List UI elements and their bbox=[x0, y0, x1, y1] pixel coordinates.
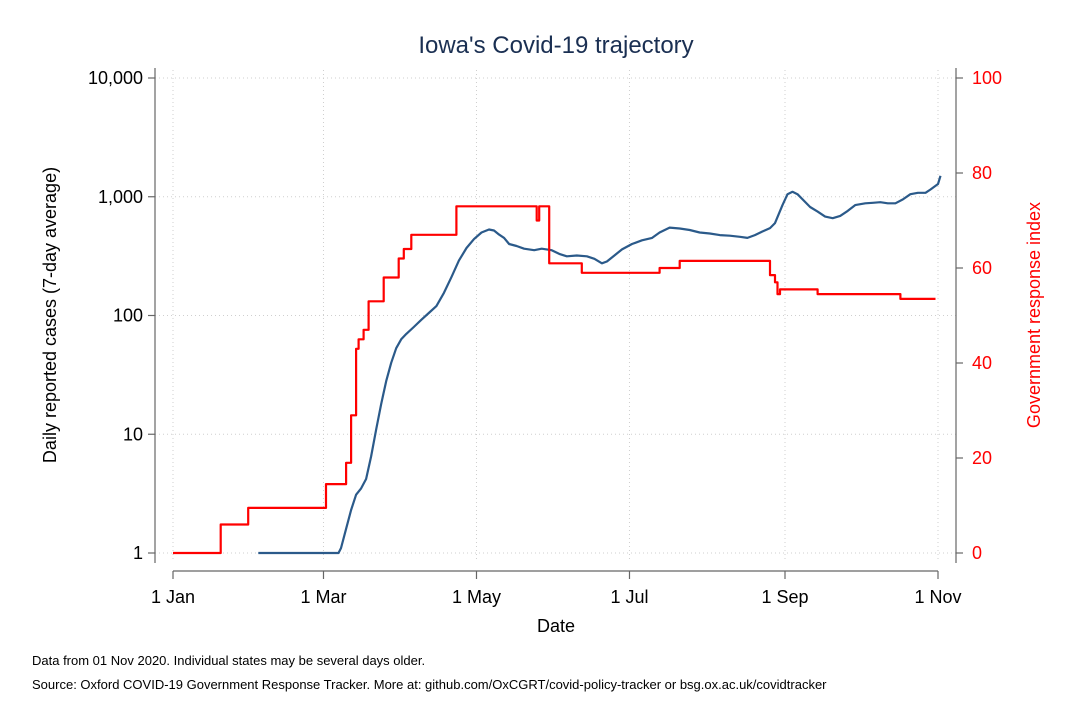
y-tick-label-1: 10 bbox=[123, 424, 143, 444]
y-tick-label-0: 1 bbox=[133, 543, 143, 563]
y-tick-label-2: 100 bbox=[113, 306, 143, 326]
x-tick-label-2: 1 May bbox=[452, 587, 501, 607]
y2-tick-label-1: 20 bbox=[972, 448, 992, 468]
x-tick-label-4: 1 Sep bbox=[761, 587, 808, 607]
x-tick-label-0: 1 Jan bbox=[151, 587, 195, 607]
source-note: Source: Oxford COVID-19 Government Respo… bbox=[32, 677, 827, 692]
y2-tick-label-3: 60 bbox=[972, 258, 992, 278]
daily-cases-line bbox=[258, 175, 942, 555]
chart-svg: Iowa's Covid-19 trajectory Daily reporte… bbox=[40, 32, 1044, 636]
series-lines bbox=[173, 175, 942, 555]
government-response-line bbox=[173, 205, 936, 555]
x-tick-label-3: 1 Jul bbox=[610, 587, 648, 607]
y-axis-label: Daily reported cases (7-day average) bbox=[40, 167, 60, 463]
y2-tick-label-5: 100 bbox=[972, 68, 1002, 88]
x-tick-label-5: 1 Nov bbox=[914, 587, 961, 607]
y2-tick-label-2: 40 bbox=[972, 353, 992, 373]
chart-title: Iowa's Covid-19 trajectory bbox=[418, 32, 693, 59]
grid-lines bbox=[155, 70, 956, 561]
y2-axis-label: Government response index bbox=[1024, 202, 1044, 428]
x-tick-label-1: 1 Mar bbox=[300, 587, 346, 607]
y2-tick-label-0: 0 bbox=[972, 543, 982, 563]
y-tick-label-3: 1,000 bbox=[98, 187, 143, 207]
x-axis-label: Date bbox=[537, 616, 575, 636]
data-date-note: Data from 01 Nov 2020. Individual states… bbox=[32, 653, 426, 668]
y2-tick-label-4: 80 bbox=[972, 163, 992, 183]
y-tick-label-4: 10,000 bbox=[88, 68, 143, 88]
axes: 1 10 100 1,000 10,000 0 20 40 60 80 100 1 Jan 1 Mar 1… bbox=[88, 68, 1002, 607]
